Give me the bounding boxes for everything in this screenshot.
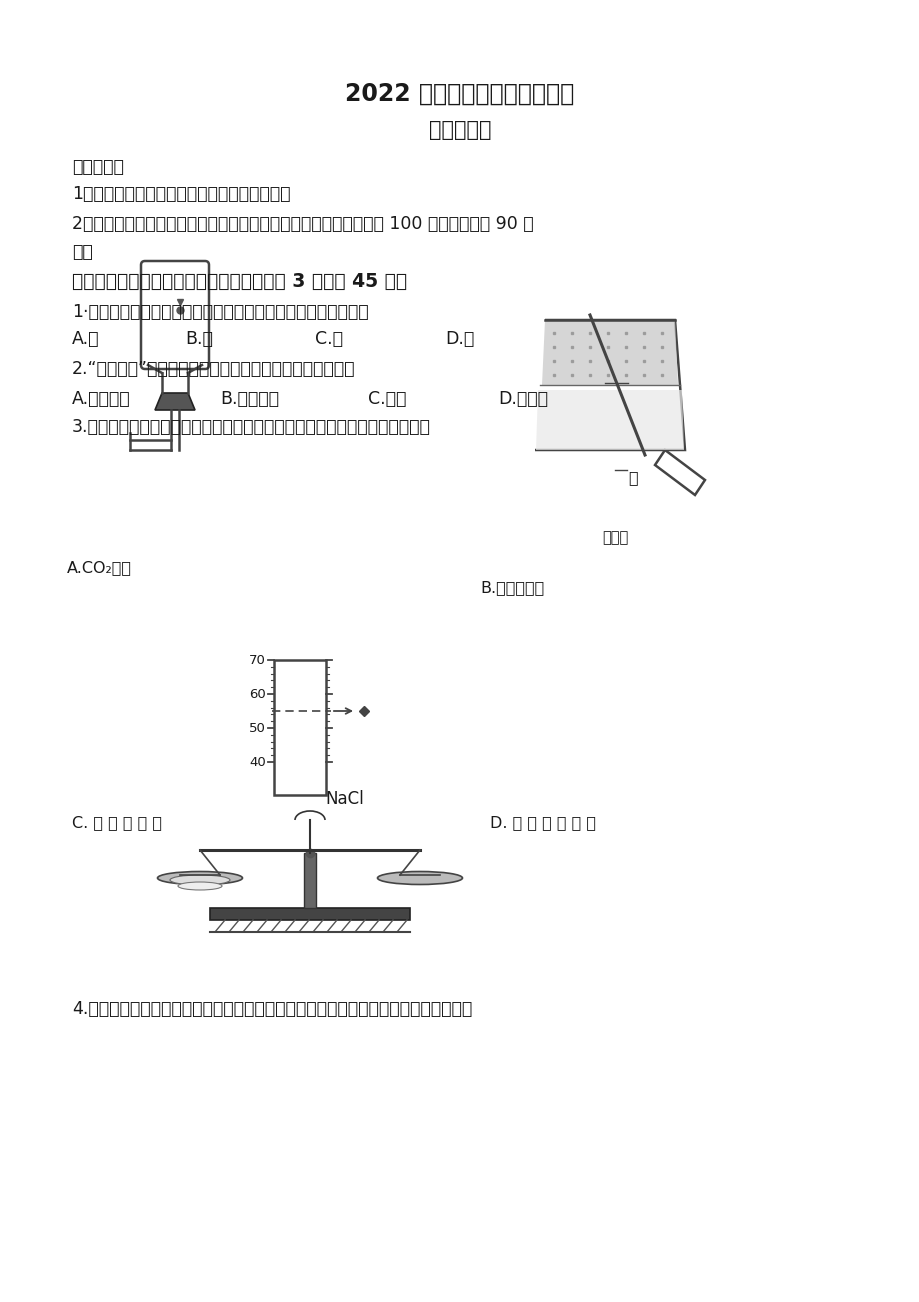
- Text: 2、请将答案填涂或填写在答题卡上，填写在试题卷上的无效。满分 100 分，考试时量 90 分: 2、请将答案填涂或填写在答题卡上，填写在试题卷上的无效。满分 100 分，考试时…: [72, 215, 533, 233]
- Text: 浓硫酸: 浓硫酸: [601, 530, 628, 546]
- Text: 2022 年上学期期中考试试题卷: 2022 年上学期期中考试试题卷: [345, 82, 574, 105]
- Text: 九年级化学: 九年级化学: [428, 120, 491, 141]
- Polygon shape: [536, 391, 683, 450]
- Text: C.黄桃: C.黄桃: [368, 391, 406, 408]
- Polygon shape: [541, 320, 677, 385]
- Text: A.龙牌酱油: A.龙牌酱油: [72, 391, 130, 408]
- Bar: [274, 660, 325, 796]
- Text: B.碷: B.碷: [185, 329, 212, 348]
- Text: NaCl: NaCl: [324, 790, 363, 809]
- Text: D.小龙虾: D.小龙虾: [497, 391, 548, 408]
- Text: C.锤: C.锤: [314, 329, 343, 348]
- FancyBboxPatch shape: [141, 260, 209, 368]
- Text: 1、请考生在试题卷首填写好准考证号及姓名。: 1、请考生在试题卷首填写好准考证号及姓名。: [72, 185, 290, 203]
- Text: D.馒: D.馒: [445, 329, 473, 348]
- Text: 50: 50: [249, 721, 266, 734]
- Text: 考生注意：: 考生注意：: [72, 158, 124, 176]
- Text: 40: 40: [249, 755, 266, 768]
- Text: 60: 60: [249, 687, 266, 700]
- Ellipse shape: [170, 875, 230, 885]
- Text: A.CO₂验满: A.CO₂验满: [67, 560, 131, 575]
- Text: 2.“湖南味道”名声远播，下列食品或食材中富含维生素的是: 2.“湖南味道”名声远播，下列食品或食材中富含维生素的是: [72, 359, 355, 378]
- Text: B.肉丝米粉: B.肉丝米粉: [220, 391, 278, 408]
- Text: C. 读 液 体 体 积: C. 读 液 体 体 积: [72, 815, 162, 829]
- Text: B.稜释浓硫酸: B.稜释浓硫酸: [480, 579, 544, 595]
- Ellipse shape: [157, 871, 243, 884]
- Ellipse shape: [177, 881, 221, 891]
- Text: A.铁: A.铁: [72, 329, 99, 348]
- Text: D. 天 平 称 量 固 体: D. 天 平 称 量 固 体: [490, 815, 596, 829]
- Text: 1·下列人体所必需的元素中，缺乏会导致骨质疏松、佝偼病的是: 1·下列人体所必需的元素中，缺乏会导致骨质疏松、佝偼病的是: [72, 303, 369, 322]
- Text: 钟。: 钟。: [72, 243, 93, 260]
- Text: 一、选择题（每题只有一个正确答案，每题 3 分，共 45 分）: 一、选择题（每题只有一个正确答案，每题 3 分，共 45 分）: [72, 272, 407, 292]
- Ellipse shape: [377, 871, 462, 884]
- Polygon shape: [154, 393, 195, 410]
- Bar: [210, 907, 410, 921]
- Text: 70: 70: [249, 654, 266, 667]
- Text: 4.分类是学习化学的方法之一，下列各组物质按单质、氧化物、酸的顺序排列的一组是: 4.分类是学习化学的方法之一，下列各组物质按单质、氧化物、酸的顺序排列的一组是: [72, 1000, 471, 1018]
- Text: 水: 水: [628, 470, 637, 486]
- Bar: [303, 853, 315, 907]
- Text: 3.规范的实验操作是安全进行实验并获得成功的保证。下列实验操作正确的是: 3.规范的实验操作是安全进行实验并获得成功的保证。下列实验操作正确的是: [72, 418, 430, 436]
